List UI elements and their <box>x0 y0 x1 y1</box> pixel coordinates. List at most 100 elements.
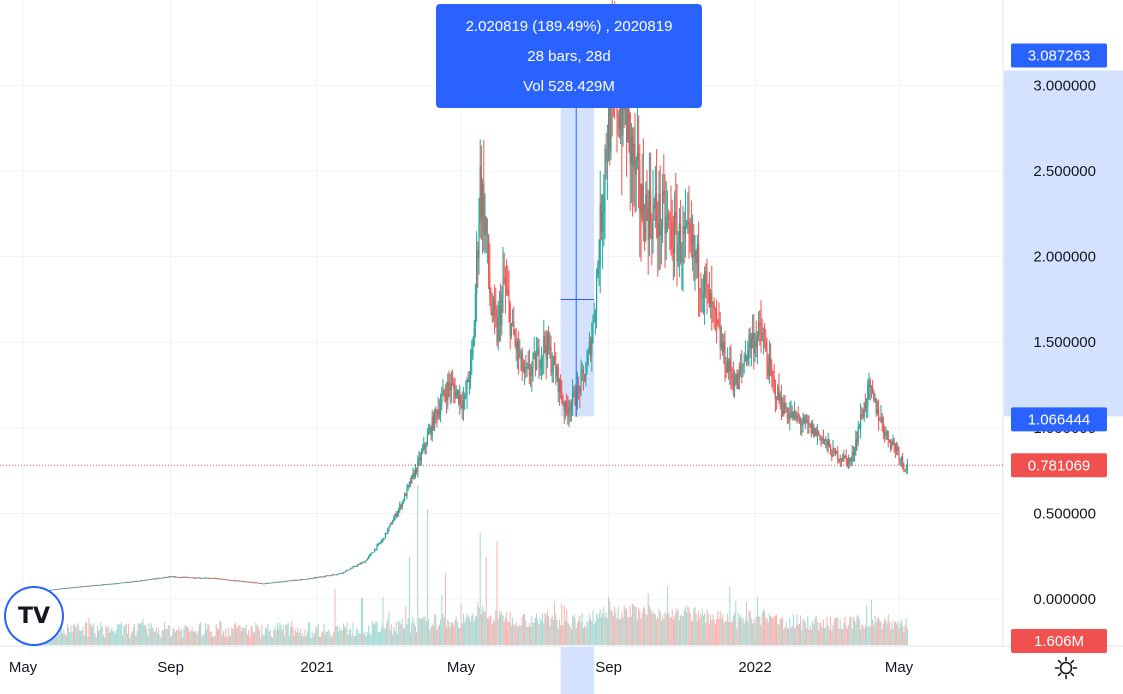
candle-body <box>602 212 604 232</box>
candle-body <box>426 435 428 446</box>
candle-body <box>760 323 762 333</box>
volume-bar <box>580 622 582 645</box>
candle-body <box>416 468 418 472</box>
volume-bar <box>789 617 791 645</box>
candle-body <box>705 271 707 282</box>
volume-bar <box>495 609 497 645</box>
candle-body <box>358 563 360 565</box>
volume-bar <box>801 630 803 645</box>
candle-body <box>105 584 107 585</box>
candle-body <box>419 457 421 461</box>
candle-body <box>498 306 500 317</box>
volume-bar <box>554 601 556 645</box>
candle-body <box>177 576 179 578</box>
volume-bar <box>135 635 137 645</box>
candle-body <box>106 584 108 586</box>
volume-bar <box>408 557 410 645</box>
volume-bar <box>233 624 235 645</box>
volume-bar <box>539 617 541 645</box>
volume-bar <box>210 631 212 645</box>
volume-bar <box>766 618 768 645</box>
settings-gear-icon[interactable] <box>1054 656 1078 680</box>
candle-body <box>236 580 238 582</box>
volume-bar <box>508 621 510 645</box>
candle-body <box>688 221 690 224</box>
candle-body <box>724 341 726 371</box>
candle-body <box>899 459 901 461</box>
candle-body <box>566 402 568 408</box>
candle-body <box>694 251 696 258</box>
candle-body <box>531 366 533 377</box>
volume-bar <box>285 624 287 645</box>
candle-body <box>243 581 245 583</box>
candle-body <box>104 584 106 585</box>
volume-bar <box>741 619 743 645</box>
candle-body <box>195 577 197 579</box>
tradingview-logo-icon[interactable]: TV <box>6 588 62 644</box>
candle-body <box>699 289 701 290</box>
volume-bar <box>593 624 595 645</box>
candle-body <box>485 216 487 236</box>
candle-body <box>256 582 258 584</box>
candle-body <box>130 581 132 583</box>
volume-bar <box>496 541 498 645</box>
volume-bar <box>176 629 178 645</box>
volume-bar <box>225 628 227 645</box>
volume-bar <box>531 615 533 645</box>
candle-body <box>704 271 706 296</box>
volume-bar <box>500 614 502 645</box>
volume-bar <box>428 619 430 645</box>
volume-bar <box>728 621 730 645</box>
volume-bar <box>548 615 550 645</box>
candle-body <box>808 422 810 426</box>
candle-body <box>872 387 874 393</box>
volume-bar <box>489 615 491 645</box>
volume-bar <box>154 632 156 645</box>
candle-body <box>465 394 467 396</box>
volume-bar <box>77 623 79 645</box>
candle-body <box>434 409 436 429</box>
candle-body <box>492 300 494 316</box>
candle-body <box>190 577 192 579</box>
volume-bar <box>302 632 304 645</box>
volume-bar <box>95 637 97 645</box>
volume-bar <box>648 605 650 645</box>
volume-bar <box>846 628 848 645</box>
candle-body <box>761 332 763 341</box>
volume-bar <box>851 628 853 645</box>
candle-body <box>503 277 505 279</box>
candle-body <box>382 538 384 541</box>
volume-bar <box>71 632 73 645</box>
volume-bar <box>174 632 176 645</box>
volume-bar <box>624 608 626 645</box>
candle-body <box>759 322 761 324</box>
candle-body <box>308 578 310 580</box>
candle-body <box>363 562 365 563</box>
volume-bar <box>384 629 386 645</box>
candle-body <box>849 458 851 462</box>
candle-body <box>303 579 305 580</box>
candle-body <box>206 577 208 579</box>
volume-bar <box>603 607 605 645</box>
candle-body <box>129 581 131 583</box>
candle-body <box>392 521 394 525</box>
candle-body <box>452 382 454 385</box>
candle-body <box>166 576 168 578</box>
candle-body <box>645 194 647 241</box>
volume-bar <box>792 614 794 645</box>
candle-body <box>790 410 792 414</box>
volume-bar <box>311 631 313 645</box>
volume-bar <box>587 622 589 645</box>
volume-bar <box>251 626 253 645</box>
candle-body <box>776 399 778 401</box>
volume-bar <box>755 616 757 645</box>
volume-bar <box>144 624 146 645</box>
volume-bar <box>844 616 846 645</box>
time-axis[interactable]: May Sep 2021 May Sep 2022 May <box>9 659 914 676</box>
volume-bar <box>893 621 895 645</box>
volume-bar <box>639 610 641 645</box>
volume-bar <box>540 620 542 645</box>
candle-body <box>267 583 269 584</box>
candle-body <box>657 222 659 237</box>
